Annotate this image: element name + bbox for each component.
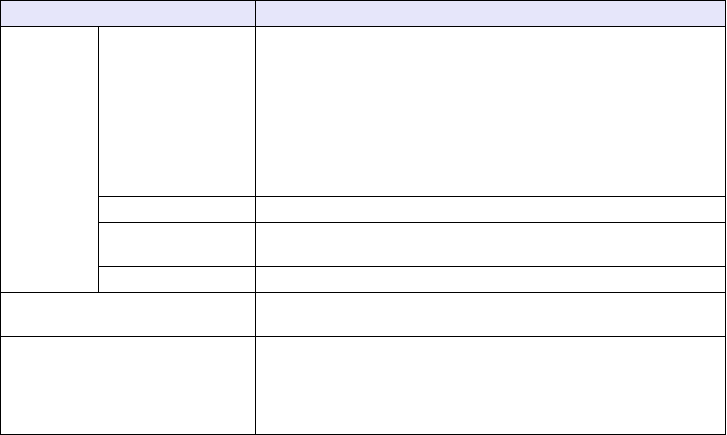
sub-label-cell-4 [98,266,256,293]
value-cell-4 [255,266,726,293]
value-cell-5 [255,292,726,337]
group-cell [0,26,99,293]
value-cell-6 [255,336,726,435]
value-cell-3 [255,222,726,267]
label-cell-5 [0,292,256,337]
sub-label-cell-2 [98,196,256,223]
header-cell-2 [255,0,726,27]
header-cell-1 [0,0,256,27]
sub-label-cell-1 [98,26,256,197]
label-cell-6 [0,336,256,435]
value-cell-2 [255,196,726,223]
value-cell-1 [255,26,726,197]
sub-label-cell-3 [98,222,256,267]
